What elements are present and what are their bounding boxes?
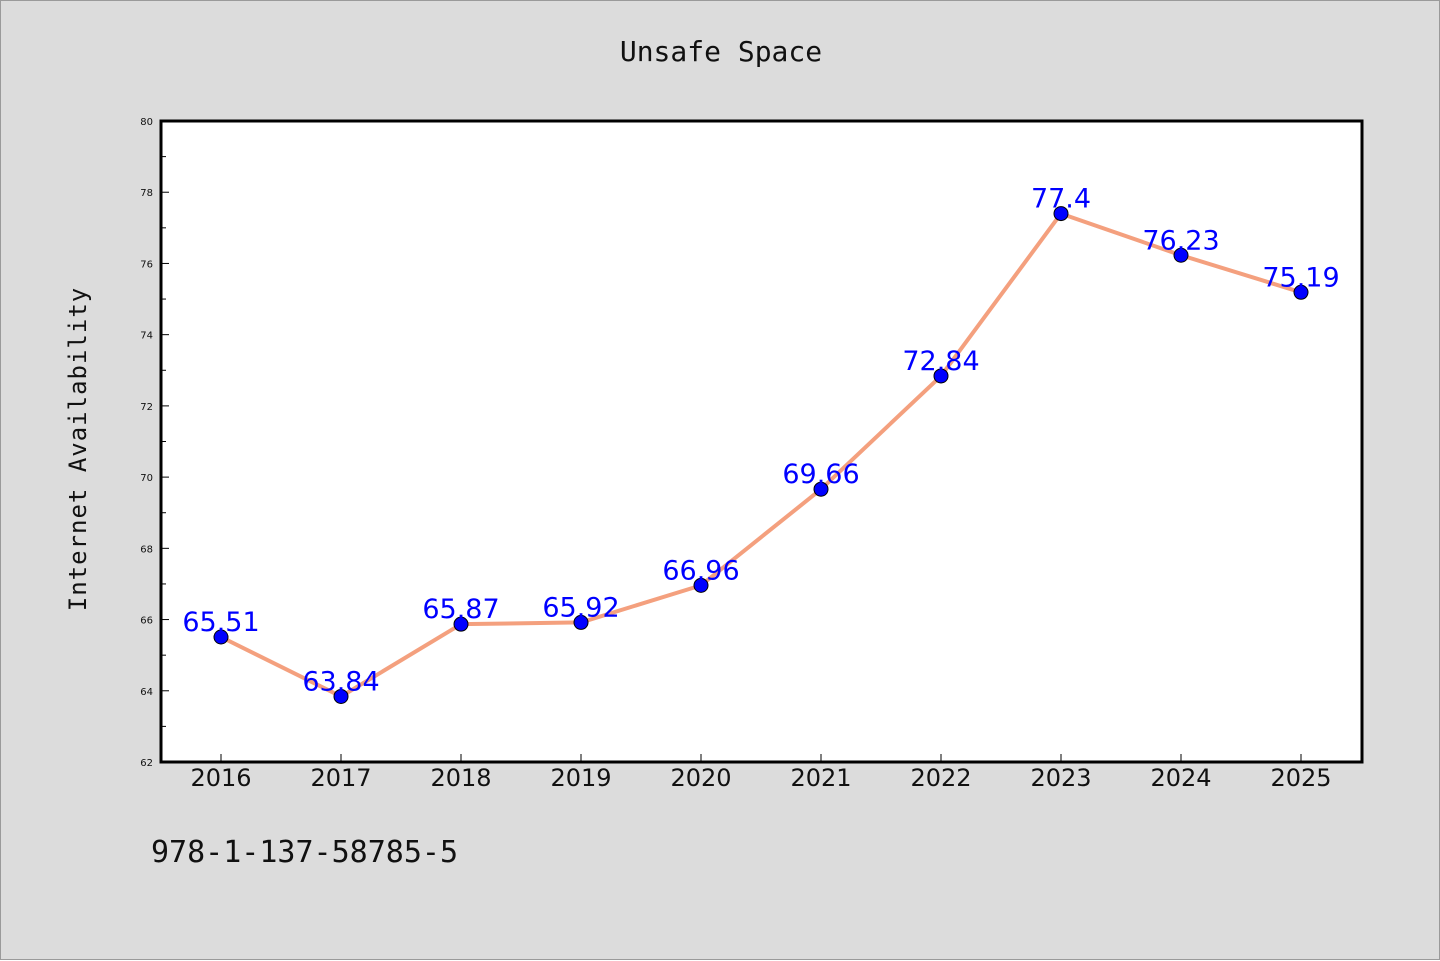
data-point bbox=[693, 577, 709, 593]
x-tick-label: 2023 bbox=[1030, 764, 1091, 792]
y-tick-label: 72 bbox=[140, 402, 153, 413]
data-label: 65.92 bbox=[542, 592, 619, 623]
data-point bbox=[573, 614, 589, 630]
plot-area bbox=[159, 119, 1364, 764]
x-tick-label: 2019 bbox=[550, 764, 611, 792]
data-label: 65.87 bbox=[422, 594, 499, 625]
x-tick-label: 2025 bbox=[1270, 764, 1331, 792]
data-point bbox=[453, 616, 469, 632]
x-tick-label: 2018 bbox=[430, 764, 491, 792]
data-point bbox=[213, 629, 229, 645]
data-label: 72.84 bbox=[902, 346, 979, 377]
y-tick-label: 78 bbox=[140, 188, 153, 199]
data-label: 63.84 bbox=[302, 666, 379, 697]
y-tick-label: 62 bbox=[140, 758, 153, 769]
x-tick-label: 2020 bbox=[670, 764, 731, 792]
y-tick-label: 74 bbox=[140, 331, 153, 342]
x-tick-label: 2017 bbox=[310, 764, 371, 792]
series-line bbox=[219, 211, 1303, 699]
y-tick-label: 76 bbox=[140, 259, 153, 270]
y-tick-label: 70 bbox=[140, 473, 153, 484]
data-label: 75.19 bbox=[1262, 262, 1339, 293]
x-tick-label: 2024 bbox=[1150, 764, 1211, 792]
data-point bbox=[813, 481, 829, 497]
y-tick-label: 66 bbox=[140, 616, 153, 627]
x-tick-label: 2022 bbox=[910, 764, 971, 792]
isbn-code: 978-1-137-58785-5 bbox=[151, 835, 459, 870]
data-label: 65.51 bbox=[182, 607, 259, 638]
y-tick-label: 64 bbox=[140, 687, 153, 698]
y-tick-label: 68 bbox=[140, 544, 153, 555]
y-tick-label: 80 bbox=[140, 117, 153, 128]
data-label: 76.23 bbox=[1142, 225, 1219, 256]
data-point bbox=[333, 688, 349, 704]
data-point bbox=[933, 368, 949, 384]
chart-title: Unsafe Space bbox=[619, 35, 823, 68]
data-label: 77.4 bbox=[1031, 184, 1091, 215]
x-tick-label: 2021 bbox=[790, 764, 851, 792]
data-label: 69.66 bbox=[782, 459, 859, 490]
data-point bbox=[1173, 247, 1189, 263]
x-tick-label: 2016 bbox=[190, 764, 251, 792]
data-point bbox=[1053, 206, 1069, 222]
data-point bbox=[1293, 284, 1309, 300]
data-label: 66.96 bbox=[662, 555, 739, 586]
